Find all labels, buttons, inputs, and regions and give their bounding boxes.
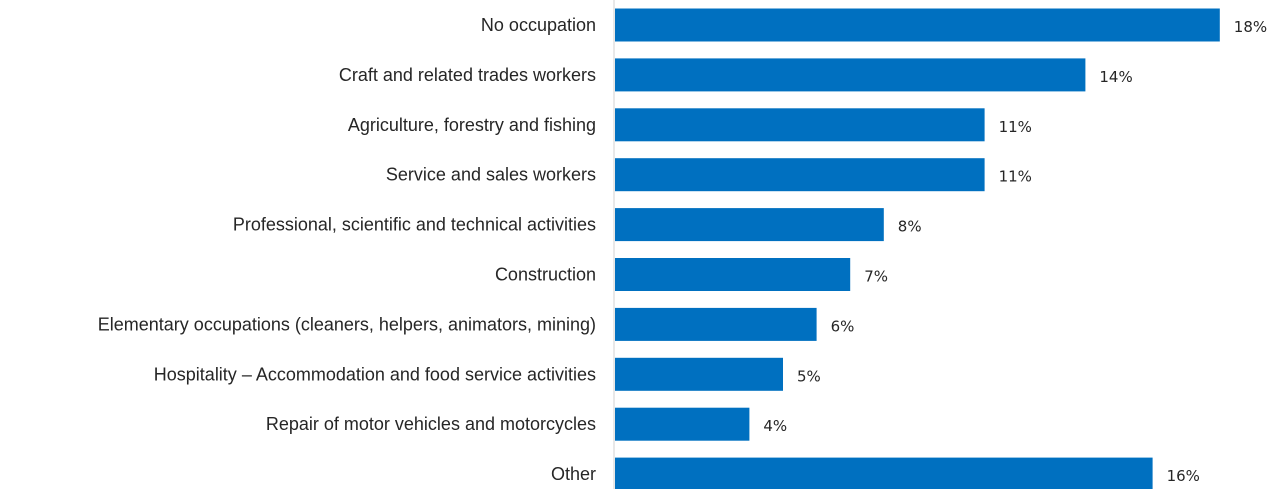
- bar-5: [615, 258, 851, 291]
- category-label-0: No occupation: [481, 15, 596, 35]
- value-label-7: 5%: [797, 367, 821, 385]
- category-label-7: Hospitality – Accommodation and food ser…: [154, 364, 596, 384]
- value-label-8: 4%: [763, 417, 787, 435]
- value-label-1: 14%: [1099, 68, 1132, 86]
- category-label-5: Construction: [495, 265, 596, 285]
- bar-0: [615, 8, 1220, 42]
- bar-2: [615, 108, 985, 142]
- category-label-8: Repair of motor vehicles and motorcycles: [266, 414, 596, 434]
- value-label-2: 11%: [999, 118, 1032, 136]
- value-label-9: 16%: [1167, 467, 1200, 485]
- value-label-0: 18%: [1234, 18, 1267, 36]
- category-label-4: Professional, scientific and technical a…: [233, 215, 596, 235]
- bar-6: [615, 307, 817, 341]
- bar-9: [615, 457, 1153, 489]
- value-label-5: 7%: [864, 268, 888, 286]
- category-label-2: Agriculture, forestry and fishing: [348, 115, 596, 135]
- value-label-3: 11%: [999, 168, 1032, 186]
- bar-4: [615, 208, 884, 242]
- bars-group: [615, 8, 1220, 489]
- value-label-4: 8%: [898, 218, 922, 236]
- value-label-6: 6%: [831, 317, 855, 335]
- bar-1: [615, 58, 1086, 92]
- bar-7: [615, 357, 783, 391]
- category-label-9: Other: [551, 464, 596, 484]
- category-label-6: Elementary occupations (cleaners, helper…: [98, 314, 596, 334]
- value-labels-group: 18% 14% 11% 11% 8% 7% 6% 5% 4% 16%: [763, 18, 1267, 485]
- category-labels-group: No occupation Craft and related trades wo…: [98, 15, 596, 484]
- bar-8: [615, 407, 750, 441]
- category-label-1: Craft and related trades workers: [339, 65, 596, 85]
- category-label-3: Service and sales workers: [386, 165, 596, 185]
- bar-3: [615, 158, 985, 192]
